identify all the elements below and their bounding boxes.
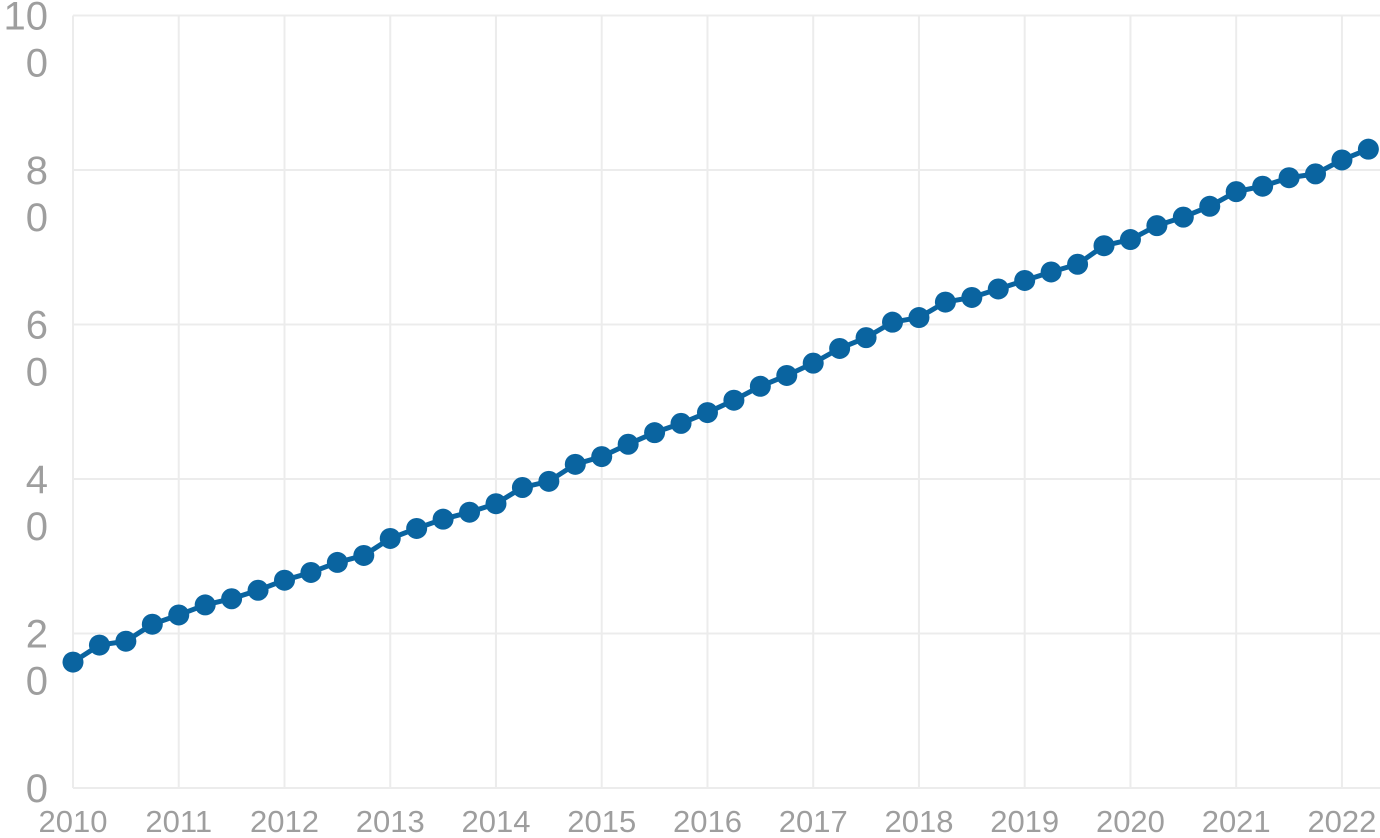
data-point[interactable] bbox=[1119, 229, 1141, 251]
data-point[interactable] bbox=[802, 352, 824, 374]
data-point[interactable] bbox=[88, 634, 110, 656]
x-axis-tick-label: 2022 bbox=[1307, 804, 1376, 838]
data-point[interactable] bbox=[194, 594, 216, 616]
data-point[interactable] bbox=[1040, 261, 1062, 283]
x-axis-tick-label: 2016 bbox=[673, 804, 742, 838]
data-point[interactable] bbox=[168, 604, 190, 626]
data-point[interactable] bbox=[882, 311, 904, 333]
data-point[interactable] bbox=[696, 402, 718, 424]
data-point[interactable] bbox=[1014, 269, 1036, 291]
data-point[interactable] bbox=[670, 412, 692, 434]
x-axis-tick-label: 2010 bbox=[39, 804, 108, 838]
data-point[interactable] bbox=[432, 508, 454, 530]
data-point[interactable] bbox=[617, 433, 639, 455]
data-point[interactable] bbox=[115, 630, 137, 652]
data-point[interactable] bbox=[511, 476, 533, 498]
x-axis-tick-label: 2015 bbox=[567, 804, 636, 838]
data-point[interactable] bbox=[1252, 175, 1274, 197]
data-point[interactable] bbox=[1304, 163, 1326, 185]
data-point[interactable] bbox=[961, 286, 983, 308]
gridlines bbox=[72, 14, 1380, 789]
data-point[interactable] bbox=[1225, 181, 1247, 203]
data-point[interactable] bbox=[644, 422, 666, 444]
data-point[interactable] bbox=[1146, 215, 1168, 237]
data-point[interactable] bbox=[247, 579, 269, 601]
data-points bbox=[62, 138, 1379, 673]
data-point[interactable] bbox=[62, 651, 84, 673]
x-axis-tick-label: 2018 bbox=[884, 804, 953, 838]
data-point[interactable] bbox=[908, 307, 930, 329]
data-point[interactable] bbox=[855, 327, 877, 349]
data-point[interactable] bbox=[406, 517, 428, 539]
data-point[interactable] bbox=[723, 389, 745, 411]
x-axis-tick-label: 2021 bbox=[1202, 804, 1271, 838]
data-point[interactable] bbox=[326, 551, 348, 573]
data-point[interactable] bbox=[141, 613, 163, 635]
data-line bbox=[70, 146, 1371, 665]
x-axis-tick-label: 2020 bbox=[1096, 804, 1165, 838]
data-point[interactable] bbox=[987, 278, 1009, 300]
data-point[interactable] bbox=[538, 470, 560, 492]
data-point[interactable] bbox=[221, 588, 243, 610]
data-point[interactable] bbox=[1331, 149, 1353, 171]
x-axis-tick-label: 2012 bbox=[250, 804, 319, 838]
x-axis-tick-label: 2017 bbox=[779, 804, 848, 838]
data-point[interactable] bbox=[1172, 206, 1194, 228]
data-point[interactable] bbox=[776, 364, 798, 386]
data-point[interactable] bbox=[934, 291, 956, 313]
x-axis-tick-label: 2019 bbox=[990, 804, 1059, 838]
y-axis-tick-label: 0 bbox=[26, 767, 48, 811]
data-point[interactable] bbox=[1278, 167, 1300, 189]
data-point[interactable] bbox=[591, 446, 613, 468]
data-point[interactable] bbox=[459, 501, 481, 523]
data-point[interactable] bbox=[300, 561, 322, 583]
x-axis-tick-label: 2014 bbox=[461, 804, 530, 838]
x-axis-tick-label: 2013 bbox=[356, 804, 425, 838]
data-point[interactable] bbox=[353, 544, 375, 566]
data-point[interactable] bbox=[379, 527, 401, 549]
x-axis-labels: 2010 2011 2012 2013 2014 2015 2016 2017 2018 2019… bbox=[39, 804, 1377, 838]
data-point[interactable] bbox=[1067, 253, 1089, 275]
data-point[interactable] bbox=[564, 453, 586, 475]
data-point[interactable] bbox=[1199, 195, 1221, 217]
data-point[interactable] bbox=[749, 375, 771, 397]
data-point[interactable] bbox=[829, 337, 851, 359]
data-point[interactable] bbox=[1093, 235, 1115, 257]
x-axis-tick-label: 2011 bbox=[145, 804, 212, 838]
y-axis-tick-label: 10 0 bbox=[4, 0, 49, 86]
y-axis-labels: 0 2 0 4 0 6 0 8 0 10 0 bbox=[4, 0, 49, 811]
data-point[interactable] bbox=[485, 493, 507, 515]
data-point[interactable] bbox=[273, 569, 295, 591]
data-point[interactable] bbox=[1357, 138, 1379, 160]
